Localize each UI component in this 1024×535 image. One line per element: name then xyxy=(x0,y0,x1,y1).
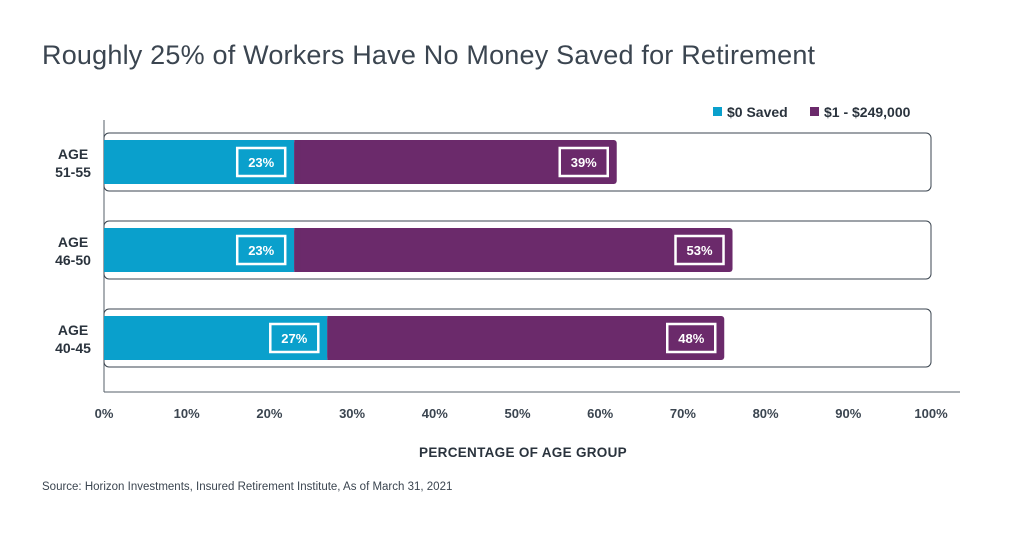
x-tick-label: 100% xyxy=(914,406,948,421)
data-label: 23% xyxy=(248,243,274,258)
data-label: 39% xyxy=(571,155,597,170)
data-label-box xyxy=(666,322,717,354)
bar-segment-join xyxy=(294,228,301,272)
x-tick-label: 10% xyxy=(174,406,200,421)
data-label: 53% xyxy=(687,243,713,258)
legend-label: $0 Saved xyxy=(727,104,788,120)
legend-label: $1 - $249,000 xyxy=(824,104,911,120)
bar-segment-join xyxy=(294,140,301,184)
category-label-line2: 51-55 xyxy=(55,164,91,180)
data-label-box xyxy=(674,234,725,266)
x-tick-label: 50% xyxy=(504,406,530,421)
x-tick-label: 90% xyxy=(835,406,861,421)
source-note: Source: Horizon Investments, Insured Ret… xyxy=(42,481,453,493)
bar-segment-some-saved xyxy=(294,228,733,272)
data-label-box xyxy=(269,322,320,354)
stacked-bar-chart: AGE 51-55 23% 39% AGE 46-50 23% 53% AGE 40-45 27% 4… xyxy=(55,104,960,460)
x-tick-label: 70% xyxy=(670,406,696,421)
bar-segment-join xyxy=(327,316,334,360)
bar-segment-some-saved xyxy=(294,140,617,184)
category-label-line2: 46-50 xyxy=(55,252,91,268)
data-label-box xyxy=(235,146,287,178)
data-label: 27% xyxy=(281,331,307,346)
data-label-box xyxy=(235,234,287,266)
bar-segment-some-saved xyxy=(327,316,725,360)
data-label: 23% xyxy=(248,155,274,170)
category-label-line1: AGE xyxy=(58,146,88,162)
x-tick-label: 0% xyxy=(95,406,114,421)
data-label-box xyxy=(558,146,609,178)
x-tick-label: 40% xyxy=(422,406,448,421)
x-tick-label: 80% xyxy=(753,406,779,421)
data-label: 48% xyxy=(678,331,704,346)
chart-title: Roughly 25% of Workers Have No Money Sav… xyxy=(42,40,816,70)
x-axis-title: PERCENTAGE OF AGE GROUP xyxy=(419,445,627,460)
x-tick-label: 20% xyxy=(256,406,282,421)
legend-swatch xyxy=(713,107,722,116)
category-label-line1: AGE xyxy=(58,234,88,250)
legend-swatch xyxy=(810,107,819,116)
category-label-line2: 40-45 xyxy=(55,340,91,356)
x-tick-label: 30% xyxy=(339,406,365,421)
category-label-line1: AGE xyxy=(58,322,88,338)
x-tick-label: 60% xyxy=(587,406,613,421)
